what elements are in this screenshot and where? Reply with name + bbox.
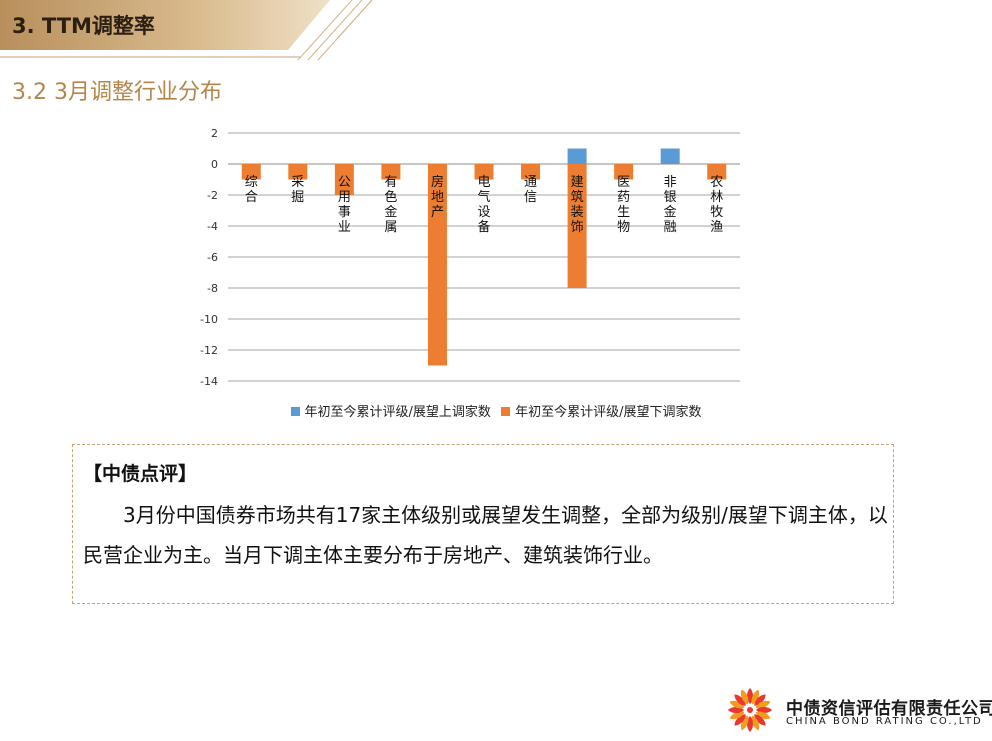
- comment-body: 3月份中国债券市场共有17家主体级别或展望发生调整，全部为级别/展望下调主体，以…: [83, 503, 888, 567]
- y-tick-label: -10: [200, 313, 218, 326]
- header-banner: [0, 0, 373, 61]
- company-name-cn: 中债资信评估有限责任公司: [786, 699, 992, 719]
- y-tick-label: -8: [207, 282, 218, 295]
- company-logo-flower-icon: [728, 688, 772, 732]
- legend-swatch-up: [290, 407, 300, 416]
- y-tick-label: -12: [200, 344, 218, 357]
- category-label: 采掘: [291, 175, 304, 205]
- category-label: 有色金属: [384, 175, 397, 235]
- y-tick-label: -6: [207, 251, 218, 264]
- category-label: 农林牧渔: [710, 175, 723, 235]
- bar-upgrade: [567, 148, 587, 164]
- legend-label-up: 年初至今累计评级/展望上调家数: [304, 405, 491, 420]
- category-label: 电气设备: [477, 175, 490, 235]
- category-label: 综合: [245, 175, 258, 205]
- bar-downgrade: [707, 164, 727, 180]
- y-tick-label: -4: [207, 220, 218, 233]
- legend-item-up: 年初至今累计评级/展望上调家数: [290, 401, 491, 420]
- category-label: 房地产: [431, 174, 444, 220]
- bar-downgrade: [521, 164, 541, 180]
- bar-downgrade: [381, 164, 401, 180]
- legend-label-down: 年初至今累计评级/展望下调家数: [515, 405, 702, 420]
- section-title: 3.2 3月调整行业分布: [12, 80, 222, 105]
- header-title: 3. TTM调整率: [12, 14, 155, 38]
- y-tick-label: 2: [211, 127, 218, 140]
- comment-box: 【中债点评】 3月份中国债券市场共有17家主体级别或展望发生调整，全部为级别/展…: [72, 444, 894, 604]
- bar-downgrade: [474, 164, 494, 180]
- category-label: 通信: [524, 175, 537, 205]
- category-label: 非银金融: [664, 175, 677, 235]
- bar-downgrade: [288, 164, 308, 180]
- bar-downgrade: [241, 164, 261, 180]
- y-tick-label: 0: [211, 158, 218, 171]
- bar-upgrade: [660, 148, 680, 164]
- legend-item-down: 年初至今累计评级/展望下调家数: [501, 401, 701, 420]
- legend-swatch-down: [501, 407, 511, 416]
- bar-chart: 2 0 -2 -4 -6 -8 -10 -12 -14 综合 采掘 公用事业 有色金属 房地产 电气设备 通信…: [200, 127, 740, 388]
- comment-heading: 【中债点评】: [83, 463, 198, 485]
- category-label: 公用事业: [338, 175, 351, 235]
- bar-downgrade: [334, 164, 354, 195]
- y-tick-label: -2: [207, 189, 218, 202]
- bar-downgrade: [567, 164, 587, 288]
- category-label: 建筑装饰: [571, 175, 584, 235]
- company-name-en: CHINA BOND RATING CO.,LTD: [786, 716, 983, 727]
- chart-legend: 年初至今累计评级/展望上调家数 年初至今累计评级/展望下调家数: [0, 401, 992, 420]
- category-label: 医药生物: [617, 175, 630, 235]
- y-tick-label: -14: [200, 375, 218, 388]
- bar-downgrade: [614, 164, 634, 180]
- bar-downgrade: [427, 164, 447, 366]
